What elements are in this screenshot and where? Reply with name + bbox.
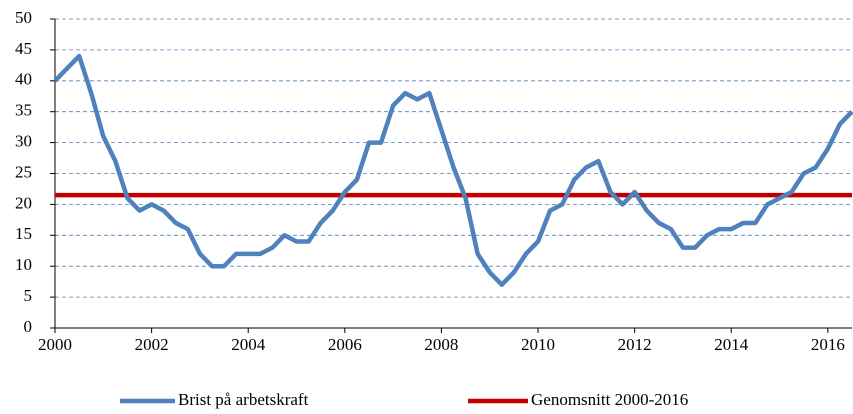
x-tick-label: 2006 <box>328 335 362 354</box>
x-tick-label: 2016 <box>811 335 845 354</box>
y-tick-label: 20 <box>15 193 32 212</box>
x-tick-label: 2000 <box>38 335 72 354</box>
x-tick-label: 2002 <box>135 335 169 354</box>
x-tick-label: 2010 <box>521 335 555 354</box>
y-tick-label: 40 <box>15 70 32 89</box>
y-tick-label: 30 <box>15 132 32 151</box>
y-tick-label: 35 <box>15 101 32 120</box>
y-tick-label: 45 <box>15 39 32 58</box>
x-tick-label: 2014 <box>714 335 749 354</box>
x-tick-label: 2004 <box>231 335 266 354</box>
y-tick-label: 25 <box>15 162 32 181</box>
y-tick-label: 15 <box>15 224 32 243</box>
y-tick-label: 50 <box>15 8 32 27</box>
y-tick-label: 10 <box>15 255 32 274</box>
y-tick-label: 5 <box>24 286 33 305</box>
x-tick-label: 2012 <box>618 335 652 354</box>
legend-label: Brist på arbetskraft <box>178 390 309 409</box>
legend-label: Genomsnitt 2000-2016 <box>531 390 688 409</box>
x-tick-label: 2008 <box>424 335 458 354</box>
y-tick-label: 0 <box>24 317 33 336</box>
data-line <box>53 53 853 287</box>
